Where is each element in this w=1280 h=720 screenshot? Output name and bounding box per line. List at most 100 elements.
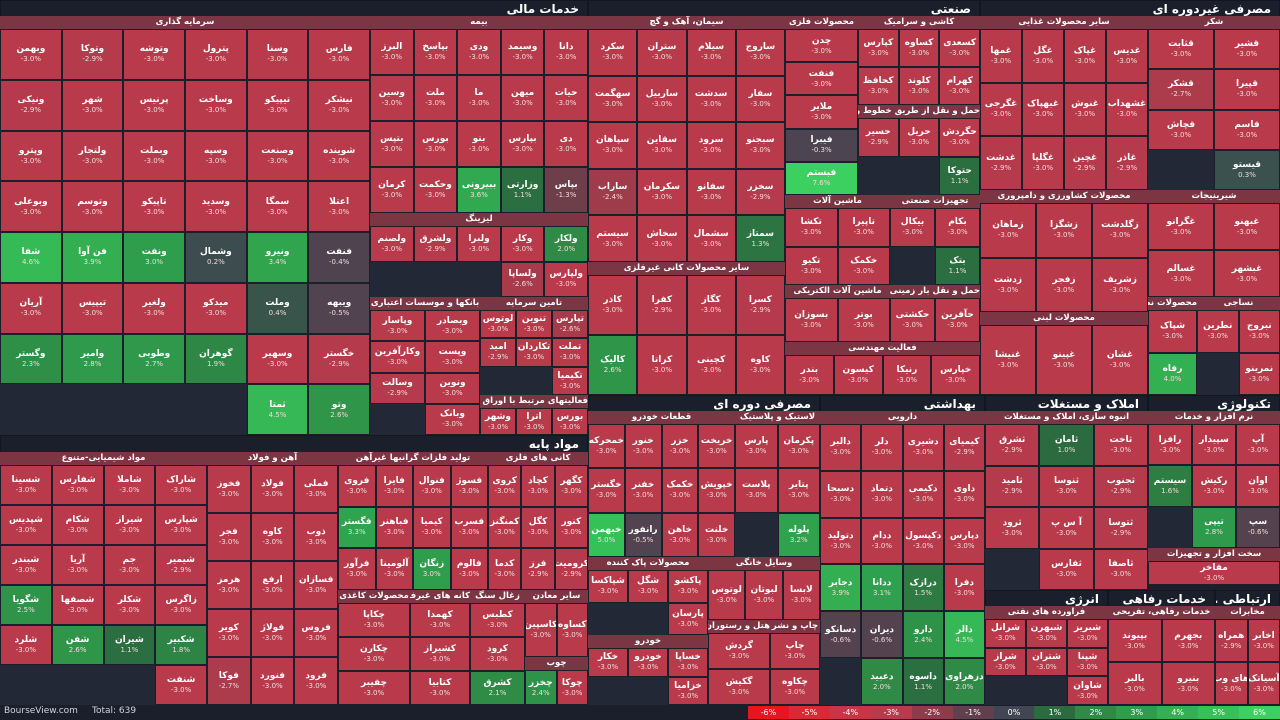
stock-tile[interactable]: شصفها -3.0%	[51, 585, 104, 625]
stock-tile[interactable]: فباهنر -3.0%	[375, 506, 413, 549]
stock-tile[interactable]: چاپ -3.0%	[770, 633, 820, 669]
stock-tile[interactable]: غدشت -2.9%	[980, 136, 1022, 190]
stock-tile[interactable]: وپست -3.0%	[425, 341, 480, 373]
stock-tile[interactable]: وبانک -3.0%	[425, 403, 480, 435]
stock-tile[interactable]: اترا -3.0%	[516, 408, 552, 435]
stock-tile[interactable]: شبهرن -3.0%	[1026, 619, 1067, 648]
stock-tile[interactable]: تکاردان -3.0%	[516, 338, 552, 367]
stock-tile[interactable]: شاراک -3.0%	[155, 465, 207, 505]
stock-tile[interactable]: حتوکا 1.1%	[939, 156, 980, 195]
stock-tile[interactable]: ونوین -3.0%	[425, 372, 480, 404]
stock-tile[interactable]: وکارآفرین -3.0%	[370, 341, 425, 373]
stock-tile[interactable]: کسرا -2.9%	[735, 275, 785, 335]
stock-tile[interactable]: فگستر 3.3%	[338, 506, 376, 549]
stock-tile[interactable]: وزارتی 1.1%	[500, 167, 545, 213]
stock-tile[interactable]: بوتر -3.0%	[837, 298, 890, 342]
stock-tile[interactable]: کدما -3.0%	[488, 548, 522, 590]
stock-tile[interactable]: دکپسول -3.0%	[902, 517, 944, 565]
stock-tile[interactable]: شیمیر -2.9%	[155, 545, 207, 585]
stock-tile[interactable]: سپ -0.6%	[1236, 506, 1280, 548]
stock-tile[interactable]: غاذر -2.9%	[1106, 136, 1148, 190]
stock-tile[interactable]: وسدید -3.0%	[185, 181, 247, 232]
stock-tile[interactable]: وپاسار -3.0%	[370, 310, 425, 342]
stock-tile[interactable]: تیپیکو -3.0%	[246, 79, 309, 131]
stock-tile[interactable]: ثرود -3.0%	[985, 507, 1040, 549]
stock-tile[interactable]: فبستم 7.6%	[785, 161, 858, 195]
stock-tile[interactable]: بیکال -3.0%	[890, 208, 935, 247]
stock-tile[interactable]: فروس -3.0%	[294, 609, 338, 657]
stock-tile[interactable]: وسیمد -3.0%	[500, 29, 545, 75]
stock-tile[interactable]: حکشتی -3.0%	[890, 298, 935, 342]
stock-tile[interactable]: خکمک -3.0%	[837, 246, 890, 285]
stock-tile[interactable]: کگهر -3.0%	[554, 465, 588, 507]
stock-tile[interactable]: تپارس -2.6%	[552, 310, 588, 339]
stock-tile[interactable]: شبندر -3.0%	[0, 545, 52, 585]
stock-tile[interactable]: دشیری -3.0%	[902, 424, 944, 471]
stock-tile[interactable]: کاذر -3.0%	[588, 275, 638, 335]
stock-tile[interactable]: وشمال 0.2%	[185, 232, 247, 283]
stock-tile[interactable]: خبهمن 5.0%	[588, 512, 625, 557]
stock-tile[interactable]: فایرا -3.0%	[375, 465, 413, 507]
stock-tile[interactable]: وملت 0.4%	[246, 282, 309, 334]
stock-tile[interactable]: سکرمان -3.0%	[637, 168, 687, 216]
stock-tile[interactable]: کمنگنز -3.0%	[488, 506, 522, 549]
stock-tile[interactable]: ثاخت -3.0%	[1093, 424, 1148, 466]
stock-tile[interactable]: لوتوس -3.0%	[480, 310, 516, 339]
stock-tile[interactable]: غچین -2.9%	[1064, 136, 1106, 190]
stock-tile[interactable]: فنفت -3.0%	[785, 62, 858, 96]
stock-tile[interactable]: پلوله 3.2%	[777, 512, 820, 557]
stock-tile[interactable]: آریان -3.0%	[0, 282, 62, 334]
stock-tile[interactable]: غبهنو -3.0%	[1214, 203, 1280, 250]
stock-tile[interactable]: غگرجی -3.0%	[980, 82, 1022, 137]
stock-tile[interactable]: کاسپین -3.0%	[525, 603, 557, 657]
stock-tile[interactable]: غبهپاک -3.0%	[1022, 82, 1064, 137]
stock-tile[interactable]: وامیر 2.8%	[61, 333, 124, 385]
stock-tile[interactable]: وپترو -3.0%	[0, 130, 62, 182]
stock-tile[interactable]: کیمیا -3.0%	[413, 506, 451, 549]
stock-tile[interactable]: آلومینا -3.0%	[375, 548, 413, 590]
stock-tile[interactable]: همراه -2.9%	[1215, 619, 1248, 662]
stock-tile[interactable]: سشمال -3.0%	[686, 215, 736, 262]
stock-tile[interactable]: قاسم -3.0%	[1214, 109, 1280, 150]
stock-tile[interactable]: ملایر -3.0%	[785, 95, 858, 129]
stock-tile[interactable]: شرانل -3.0%	[985, 619, 1026, 648]
stock-tile[interactable]: ددانا 3.1%	[861, 564, 903, 612]
stock-tile[interactable]: وبملت -3.0%	[123, 130, 185, 182]
stock-tile[interactable]: فوکا -2.7%	[207, 657, 251, 705]
stock-tile[interactable]: آ س پ -3.0%	[1039, 507, 1094, 549]
stock-tile[interactable]: وبوعلی -3.0%	[0, 181, 62, 232]
stock-tile[interactable]: لابسا -3.0%	[782, 570, 820, 620]
stock-tile[interactable]: دی -3.0%	[544, 121, 588, 167]
stock-tile[interactable]: تاپیکو -3.0%	[123, 181, 185, 232]
stock-tile[interactable]: خلنت -3.0%	[698, 512, 735, 557]
stock-tile[interactable]: قچاش -3.0%	[1148, 109, 1214, 150]
stock-tile[interactable]: ساربیل -3.0%	[637, 75, 687, 123]
stock-tile[interactable]: نطرین -3.0%	[1197, 310, 1239, 353]
stock-tile[interactable]: ولپارس -3.0%	[544, 261, 588, 297]
stock-tile[interactable]: کرود -3.0%	[470, 637, 525, 671]
stock-tile[interactable]: بتپس -3.0%	[370, 121, 414, 167]
stock-tile[interactable]: کلوند -3.0%	[898, 67, 940, 105]
stock-tile[interactable]: وکار -3.0%	[500, 226, 545, 262]
stock-tile[interactable]: ثامید -2.9%	[985, 465, 1040, 507]
stock-tile[interactable]: ثتوسا -2.9%	[1093, 507, 1148, 549]
stock-tile[interactable]: ثمتا 4.5%	[246, 384, 309, 435]
stock-tile[interactable]: ساراب -2.4%	[588, 168, 638, 216]
stock-tile[interactable]: خریخت -3.0%	[698, 424, 735, 469]
stock-tile[interactable]: فنوال -3.0%	[413, 465, 451, 507]
stock-tile[interactable]: شلرد -3.0%	[0, 625, 52, 665]
stock-tile[interactable]: زدشت -3.0%	[980, 257, 1036, 312]
stock-tile[interactable]: شراز -3.0%	[985, 647, 1026, 677]
stock-tile[interactable]: فیبرا -0.3%	[785, 128, 858, 162]
stock-tile[interactable]: سدشت -3.0%	[686, 75, 736, 123]
stock-tile[interactable]: غشهداب -3.0%	[1106, 82, 1148, 137]
stock-tile[interactable]: دارو 2.4%	[902, 611, 944, 659]
stock-tile[interactable]: اخابر -3.0%	[1247, 619, 1280, 662]
stock-tile[interactable]: غگلپا -3.0%	[1022, 136, 1064, 190]
stock-tile[interactable]: لوتوس -3.0%	[708, 570, 746, 620]
stock-tile[interactable]: تملت -3.0%	[552, 338, 588, 367]
stock-tile[interactable]: گوهران 1.9%	[185, 333, 247, 385]
stock-tile[interactable]: البرز -3.0%	[370, 29, 414, 75]
stock-tile[interactable]: دالبر -3.0%	[820, 424, 862, 471]
stock-tile[interactable]: دالر 4.5%	[943, 611, 985, 659]
